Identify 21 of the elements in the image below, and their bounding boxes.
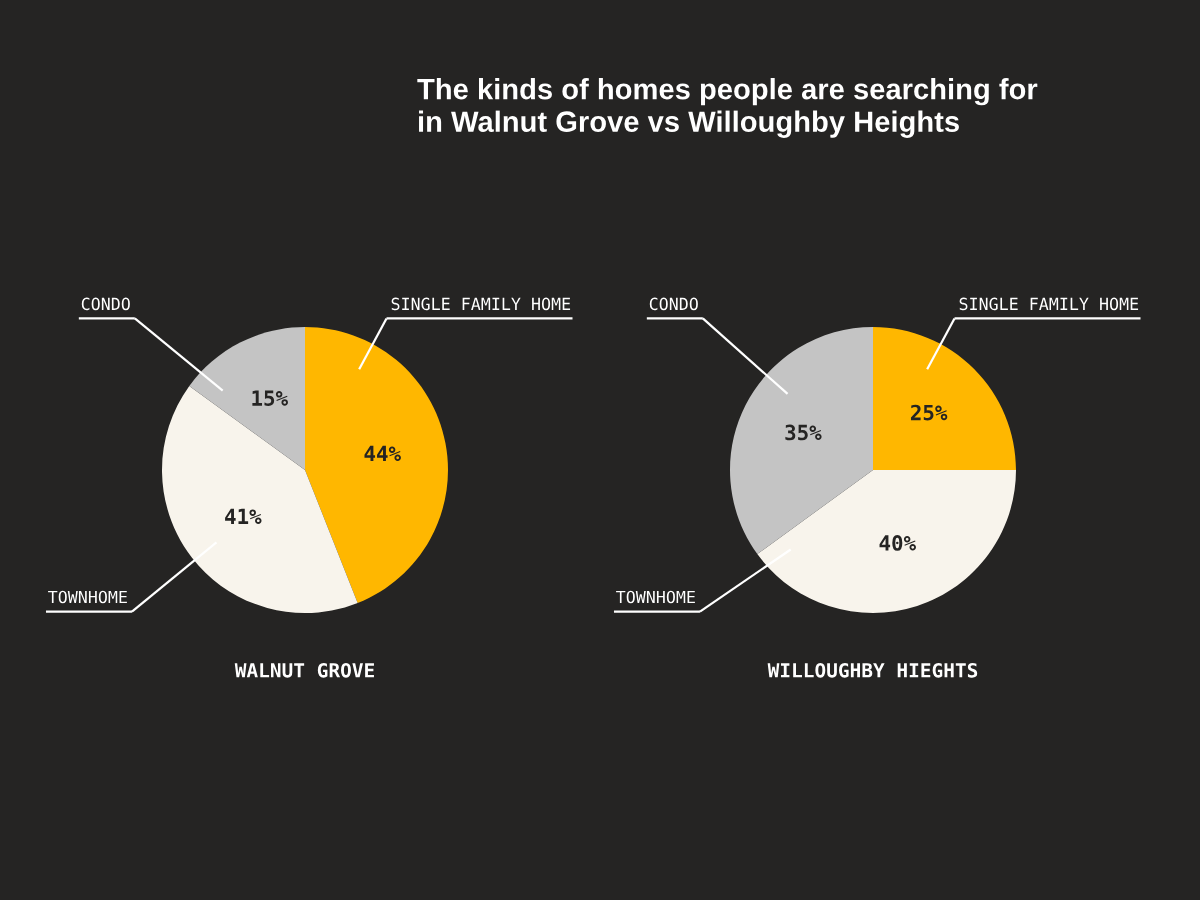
data-label: 35% [785,424,822,441]
data-label: 40% [879,535,916,551]
pie-slice [305,327,448,603]
data-label: 15% [252,390,288,406]
slice-label: TOWNHOME [48,590,127,604]
data-label: 25% [910,404,948,421]
pie-slice [162,385,358,613]
text: WALNUT GROVE [234,662,374,678]
pie-slice [730,327,873,555]
pie-slice [757,470,1016,613]
slice-label: SINGLE FAMILY HOME [959,297,1139,311]
data-label: 44% [364,445,401,462]
text: The kinds of homes people are searching for in Walnut Grove vs Willoughby Heights [417,78,1038,138]
slice-label: SINGLE FAMILY HOME [391,297,571,311]
text: WILLOUGHBY HIEGHTS [767,662,978,678]
slice-label: TOWNHOME [616,590,695,604]
slice-label: CONDO [81,297,130,311]
data-label: 41% [225,508,262,524]
pie-slice [189,327,305,470]
pie-slice [873,327,1016,470]
slice-label: CONDO [649,297,698,311]
